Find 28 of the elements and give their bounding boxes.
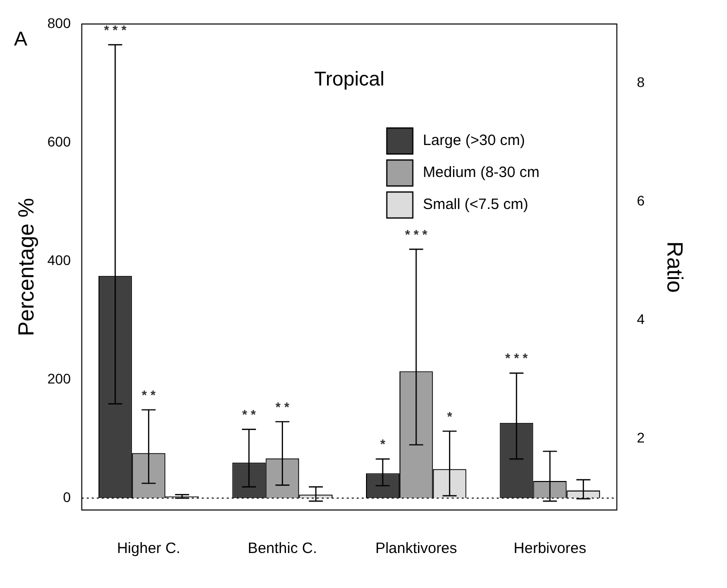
x-tick-label: Higher C. <box>116 540 180 558</box>
annotation: * * <box>142 387 156 402</box>
x-tick-label: Herbivores <box>514 540 586 558</box>
y2-tick-label: 6 <box>636 192 645 209</box>
legend-label: Small (<7.5 cm) <box>422 196 528 214</box>
annotation: * <box>380 436 386 452</box>
text: A <box>14 28 28 51</box>
y2-tick-label: 2 <box>636 430 645 446</box>
y-tick-label: 600 <box>47 133 71 150</box>
annotation: * * * <box>505 350 529 366</box>
y-tick-label: 400 <box>47 252 71 268</box>
y-axis-title: Percentage % <box>13 198 38 336</box>
y2-tick-label: 8 <box>636 74 645 90</box>
annotation: * * <box>242 406 257 422</box>
annotation: * * <box>276 399 290 414</box>
x-tick-label: Planktivores <box>375 540 458 558</box>
y-tick-label: 800 <box>47 14 71 31</box>
legend-label: Large (>30 cm) <box>422 132 525 150</box>
annotation: * * * <box>104 22 128 38</box>
y2-tick-label: 4 <box>636 311 645 328</box>
y2-axis-title: Ratio <box>662 241 688 293</box>
y-tick-label: 200 <box>47 370 71 386</box>
annotation: Tropical <box>314 68 384 91</box>
legend-label: Medium (8-30 cm <box>422 164 540 182</box>
x-tick-label: Benthic C. <box>248 540 318 558</box>
y-tick-label: 0 <box>62 489 71 506</box>
annotation: * <box>447 408 454 424</box>
annotation: * * * <box>404 226 428 242</box>
